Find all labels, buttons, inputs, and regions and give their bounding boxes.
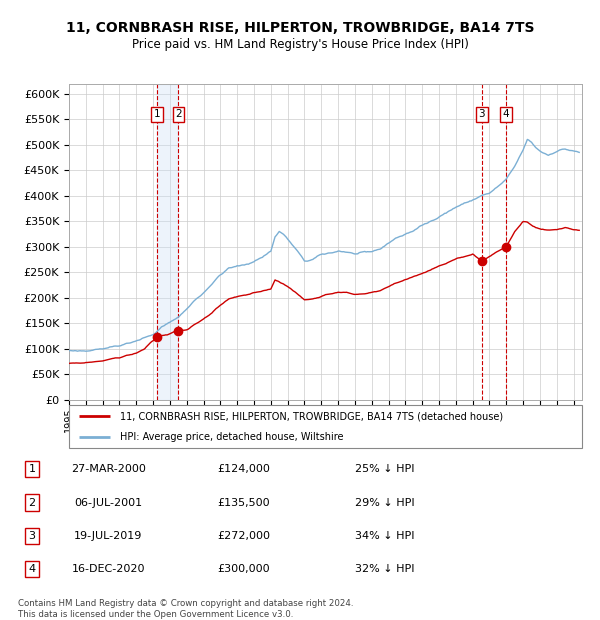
Text: 1: 1: [154, 109, 160, 119]
Text: £272,000: £272,000: [217, 531, 270, 541]
Text: £135,500: £135,500: [217, 498, 270, 508]
Text: 06-JUL-2001: 06-JUL-2001: [74, 498, 142, 508]
Text: HPI: Average price, detached house, Wiltshire: HPI: Average price, detached house, Wilt…: [121, 432, 344, 442]
Text: £300,000: £300,000: [217, 564, 270, 574]
Text: 2: 2: [175, 109, 182, 119]
Text: Price paid vs. HM Land Registry's House Price Index (HPI): Price paid vs. HM Land Registry's House …: [131, 38, 469, 51]
Text: 29% ↓ HPI: 29% ↓ HPI: [355, 498, 415, 508]
Text: 16-DEC-2020: 16-DEC-2020: [71, 564, 145, 574]
Text: 1: 1: [29, 464, 35, 474]
Text: 34% ↓ HPI: 34% ↓ HPI: [355, 531, 415, 541]
Text: £124,000: £124,000: [217, 464, 270, 474]
Text: 4: 4: [502, 109, 509, 119]
Text: 27-MAR-2000: 27-MAR-2000: [71, 464, 146, 474]
Text: 4: 4: [29, 564, 35, 574]
Text: 32% ↓ HPI: 32% ↓ HPI: [355, 564, 415, 574]
Text: 19-JUL-2019: 19-JUL-2019: [74, 531, 142, 541]
Text: 25% ↓ HPI: 25% ↓ HPI: [355, 464, 415, 474]
FancyBboxPatch shape: [69, 405, 582, 448]
Text: This data is licensed under the Open Government Licence v3.0.: This data is licensed under the Open Gov…: [18, 610, 293, 619]
Text: 2: 2: [29, 498, 35, 508]
Text: 11, CORNBRASH RISE, HILPERTON, TROWBRIDGE, BA14 7TS: 11, CORNBRASH RISE, HILPERTON, TROWBRIDG…: [66, 21, 534, 35]
Text: Contains HM Land Registry data © Crown copyright and database right 2024.: Contains HM Land Registry data © Crown c…: [18, 599, 353, 608]
Text: 3: 3: [29, 531, 35, 541]
Text: 3: 3: [479, 109, 485, 119]
Bar: [157, 84, 178, 400]
Text: 11, CORNBRASH RISE, HILPERTON, TROWBRIDGE, BA14 7TS (detached house): 11, CORNBRASH RISE, HILPERTON, TROWBRIDG…: [121, 411, 503, 421]
